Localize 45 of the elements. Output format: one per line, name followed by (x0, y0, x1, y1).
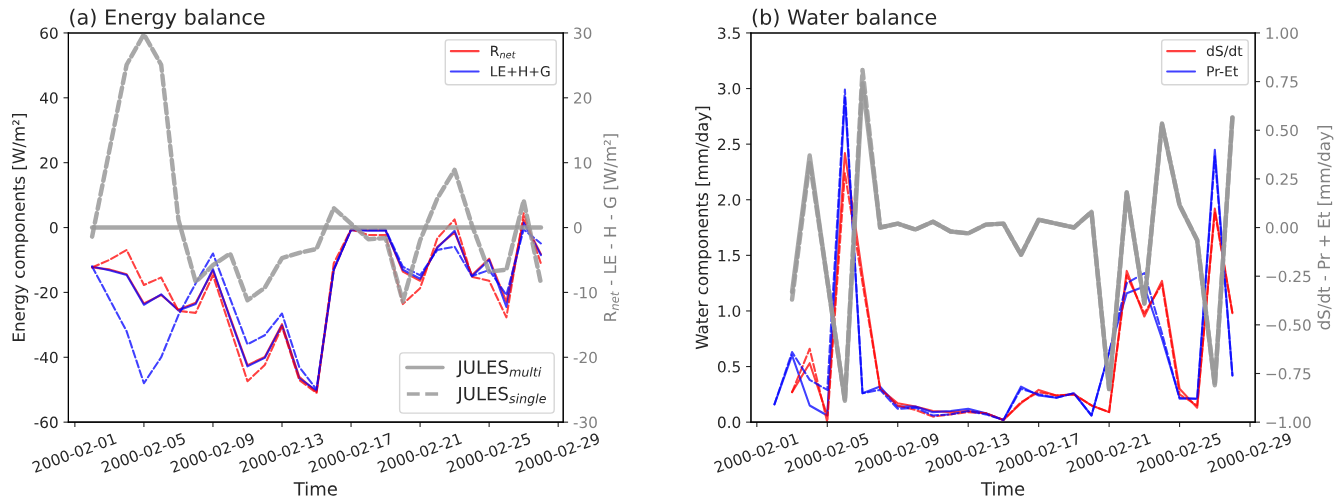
legend-label: JULES$_{multi}$ (456, 360, 542, 378)
y-tick-label: 20 (40, 157, 58, 169)
y-tick-label: 1.5 (718, 250, 740, 262)
y2-tick-label: -10 (573, 286, 597, 299)
y2-axis-title: dS/dt - Pr + Et [mm/day] (1317, 126, 1334, 330)
y-tick-label: 3.5 (718, 27, 740, 39)
y2-axis-title: R$_{net}$ - LE - H - G [W/m²] (603, 134, 620, 321)
y-tick-label: -20 (34, 286, 58, 299)
y-tick-label: 1.0 (718, 305, 741, 317)
x-axis-title: Time (293, 481, 337, 496)
y-tick-label: 2.0 (718, 194, 741, 206)
legend-label: R$_{net}$ (491, 45, 516, 59)
y2-tick-label: 0.75 (1265, 76, 1298, 88)
y-tick-label: 0 (49, 222, 58, 234)
legend-label: JULES$_{single}$ (456, 386, 546, 406)
y-tick-label: 40 (39, 92, 58, 104)
y-tick-label: 3.0 (718, 83, 741, 95)
y2-tick-label: −0.25 (1266, 270, 1311, 283)
y2-tick-label: −0.50 (1266, 319, 1311, 331)
y2-tick-label: 0 (573, 222, 582, 234)
y-axis-title: Energy components [W/m²] (12, 114, 29, 341)
legend-label: LE+H+G (491, 66, 550, 77)
y2-tick-label: −1.00 (1266, 416, 1311, 429)
y2-tick-label: 30 (574, 27, 592, 39)
chart-title: (a) Energy balance (70, 8, 265, 29)
y2-tick-label: -20 (573, 351, 597, 364)
chart-title: (b) Water balance (752, 8, 937, 28)
y-axis-title: Water components [mm/day] (695, 106, 712, 350)
y-tick-label: 60 (40, 27, 58, 39)
y2-tick-label: 20 (574, 92, 592, 104)
y2-tick-label: -30 (573, 416, 597, 429)
legend-label: dS/dt (1206, 45, 1243, 58)
y-tick-label: -60 (34, 416, 58, 429)
legend-label: Pr-Et (1207, 66, 1238, 77)
y2-tick-label: 1.00 (1266, 27, 1298, 39)
y2-tick-label: 0.50 (1265, 124, 1298, 137)
x-axis-title: Time (980, 481, 1025, 496)
y-tick-label: -40 (34, 351, 58, 364)
y2-tick-label: 0.25 (1265, 173, 1298, 185)
y2-tick-label: 10 (574, 157, 592, 169)
y-tick-label: 0.5 (717, 361, 740, 373)
y2-tick-label: 0.00 (1265, 222, 1298, 234)
y-tick-label: 0.0 (717, 416, 741, 429)
y2-tick-label: −0.75 (1266, 367, 1311, 380)
y-tick-label: 2.5 (718, 138, 740, 151)
